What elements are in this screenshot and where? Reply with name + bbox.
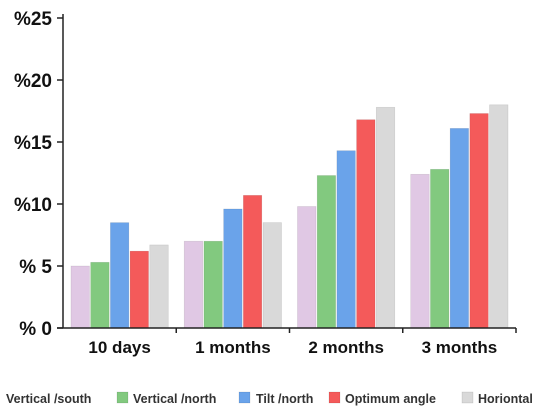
x-tick-label: 10 days bbox=[88, 338, 150, 357]
legend-item: Optimum angle bbox=[345, 392, 436, 406]
bar bbox=[336, 150, 356, 329]
bar bbox=[203, 240, 223, 329]
legend-swatch bbox=[116, 391, 129, 404]
bar-group bbox=[70, 222, 169, 329]
bar bbox=[243, 195, 263, 329]
legend-swatch bbox=[238, 391, 251, 404]
bar bbox=[90, 261, 110, 329]
y-tick-label: %25 bbox=[14, 9, 52, 30]
bar bbox=[262, 222, 282, 329]
legend-item: Tilt /north bbox=[256, 392, 313, 406]
bar bbox=[449, 128, 469, 329]
bar bbox=[410, 173, 430, 329]
bar bbox=[223, 208, 243, 329]
legend-swatch bbox=[461, 391, 474, 404]
legend-item: Vertical /south bbox=[6, 392, 91, 406]
legend-item: Horiontal bbox=[478, 392, 533, 406]
y-tick-label: %10 bbox=[14, 195, 52, 216]
legend-swatch bbox=[328, 391, 341, 404]
x-tick-label: 2 months bbox=[308, 338, 384, 357]
y-tick-label: %20 bbox=[14, 71, 52, 92]
x-tick-label: 3 months bbox=[422, 338, 498, 357]
legend-label: Optimum angle bbox=[345, 392, 436, 406]
y-tick-label: %15 bbox=[14, 133, 52, 154]
bar-groups bbox=[70, 104, 509, 329]
legend-label: Vertical /north bbox=[133, 392, 216, 406]
bar bbox=[70, 265, 90, 329]
x-tick-label: 1 months bbox=[195, 338, 271, 357]
bar bbox=[430, 168, 450, 329]
bar-group bbox=[183, 195, 282, 329]
legend-label: Tilt /north bbox=[256, 392, 313, 406]
bar bbox=[356, 119, 376, 329]
y-tick-label: % 0 bbox=[19, 319, 52, 340]
y-tick-label: % 5 bbox=[19, 257, 52, 278]
bar bbox=[183, 240, 204, 329]
legend: Vertical /south Vertical /north Tilt /nort… bbox=[6, 391, 533, 406]
bar bbox=[375, 106, 396, 329]
legend-label: Vertical /south bbox=[6, 392, 91, 406]
bar bbox=[149, 244, 169, 329]
legend-item: Vertical /north bbox=[133, 392, 216, 406]
bar bbox=[110, 222, 130, 329]
legend-label: Horiontal bbox=[478, 392, 533, 406]
axes bbox=[57, 14, 517, 333]
bar-group bbox=[297, 106, 396, 329]
bar bbox=[316, 175, 336, 329]
y-axis-tick-labels: % 0 % 5 %10 %15 %20 %25 bbox=[14, 9, 52, 340]
bar bbox=[129, 250, 149, 329]
bar-group bbox=[410, 104, 509, 329]
bar bbox=[297, 206, 317, 329]
bar bbox=[489, 104, 509, 329]
x-axis-tick-labels: 10 days 1 months 2 months 3 months bbox=[88, 338, 497, 357]
bar bbox=[469, 113, 489, 329]
